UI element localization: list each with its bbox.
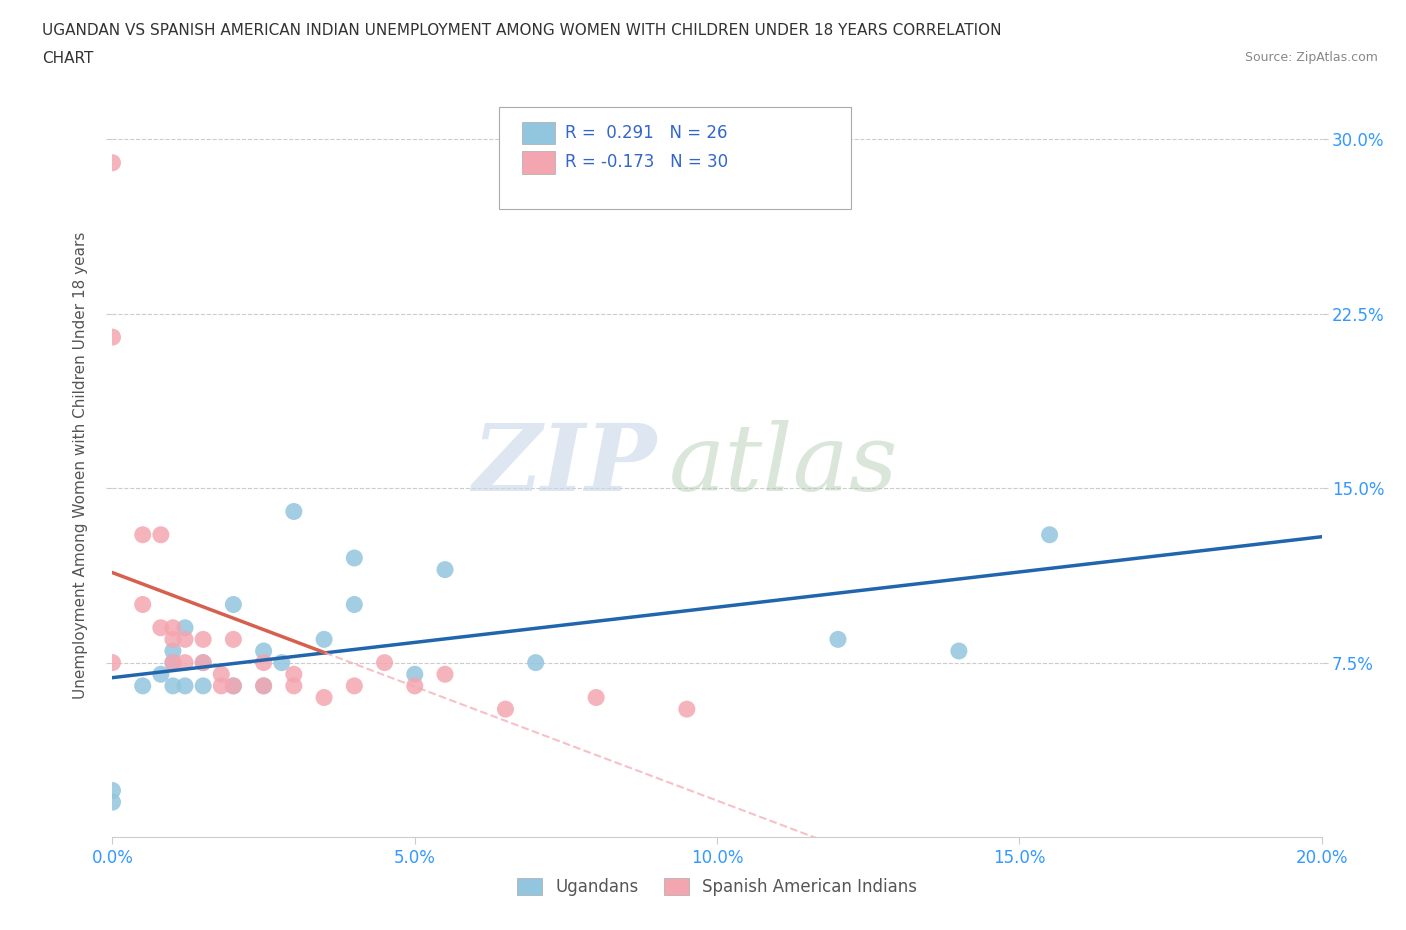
Point bbox=[314, 632, 336, 647]
Point bbox=[174, 656, 197, 671]
Point bbox=[283, 679, 305, 694]
Point bbox=[343, 679, 366, 694]
Point bbox=[174, 632, 197, 647]
Text: R = -0.173   N = 30: R = -0.173 N = 30 bbox=[565, 153, 728, 171]
Point bbox=[191, 632, 214, 647]
Point bbox=[222, 632, 245, 647]
Point bbox=[101, 794, 124, 809]
Point bbox=[1038, 527, 1062, 542]
Point bbox=[191, 656, 214, 671]
Text: UGANDAN VS SPANISH AMERICAN INDIAN UNEMPLOYMENT AMONG WOMEN WITH CHILDREN UNDER : UGANDAN VS SPANISH AMERICAN INDIAN UNEMP… bbox=[42, 23, 1001, 38]
Point bbox=[343, 597, 366, 612]
Point bbox=[174, 679, 197, 694]
Point bbox=[283, 667, 305, 682]
Point bbox=[827, 632, 849, 647]
Point bbox=[149, 620, 172, 635]
Point bbox=[101, 330, 124, 345]
Point bbox=[149, 527, 172, 542]
Text: atlas: atlas bbox=[669, 420, 898, 510]
Text: Source: ZipAtlas.com: Source: ZipAtlas.com bbox=[1244, 51, 1378, 64]
Point bbox=[343, 551, 366, 565]
Point bbox=[374, 656, 396, 671]
Point bbox=[222, 597, 245, 612]
Point bbox=[162, 620, 184, 635]
Point bbox=[132, 679, 155, 694]
Point bbox=[174, 620, 197, 635]
Point bbox=[162, 644, 184, 658]
Point bbox=[253, 656, 276, 671]
Point bbox=[222, 679, 245, 694]
Point bbox=[191, 656, 214, 671]
Point bbox=[433, 667, 456, 682]
Point bbox=[101, 656, 124, 671]
Point bbox=[191, 679, 214, 694]
Point bbox=[149, 667, 172, 682]
Point bbox=[162, 656, 184, 671]
Point bbox=[253, 644, 276, 658]
Point bbox=[433, 562, 456, 577]
Text: R =  0.291   N = 26: R = 0.291 N = 26 bbox=[565, 124, 728, 142]
Point bbox=[524, 656, 547, 671]
Point bbox=[283, 504, 305, 519]
Point bbox=[675, 702, 697, 717]
Point bbox=[222, 679, 245, 694]
Point bbox=[162, 656, 184, 671]
Point bbox=[253, 679, 276, 694]
Text: CHART: CHART bbox=[42, 51, 94, 66]
Point bbox=[101, 155, 124, 170]
Point bbox=[948, 644, 970, 658]
Point bbox=[209, 667, 232, 682]
Point bbox=[585, 690, 607, 705]
Legend: Ugandans, Spanish American Indians: Ugandans, Spanish American Indians bbox=[510, 871, 924, 903]
Text: ZIP: ZIP bbox=[472, 420, 657, 510]
Point bbox=[209, 679, 232, 694]
Point bbox=[253, 679, 276, 694]
Point bbox=[101, 783, 124, 798]
Point bbox=[270, 656, 292, 671]
Point bbox=[162, 679, 184, 694]
Point bbox=[162, 632, 184, 647]
Y-axis label: Unemployment Among Women with Children Under 18 years: Unemployment Among Women with Children U… bbox=[73, 232, 89, 698]
Point bbox=[495, 702, 517, 717]
Point bbox=[314, 690, 336, 705]
Point bbox=[404, 667, 426, 682]
Point bbox=[132, 597, 155, 612]
Point bbox=[132, 527, 155, 542]
Point bbox=[404, 679, 426, 694]
